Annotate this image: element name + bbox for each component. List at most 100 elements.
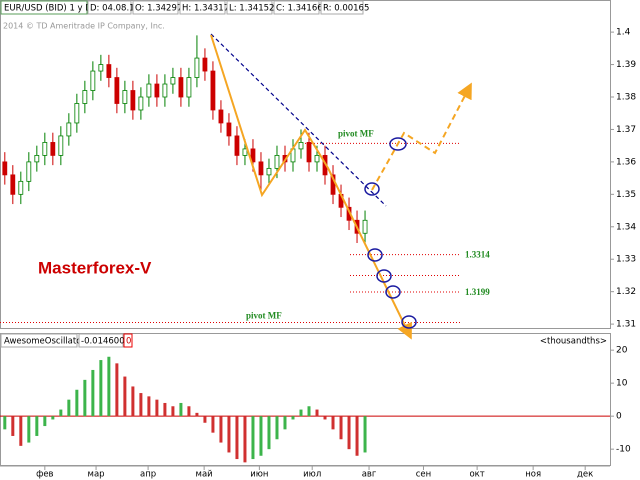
candle-body xyxy=(98,64,104,72)
osc-bar xyxy=(19,416,23,446)
x-tick-label: дек xyxy=(577,470,593,480)
candle-body xyxy=(306,142,312,163)
osc-bar xyxy=(251,416,255,460)
osc-unit: <thousandths> xyxy=(540,337,607,347)
level-label: 1.3314 xyxy=(465,250,490,260)
header-field: L: 1.34152 xyxy=(229,4,274,14)
y-tick-label: 1.32 xyxy=(616,287,636,297)
y-tick-label: 1.31 xyxy=(616,320,636,330)
candle-body xyxy=(58,135,64,156)
osc-bar xyxy=(211,416,215,433)
symbol: EUR/USD (BID) 1 y D xyxy=(4,4,92,14)
osc-bar xyxy=(11,416,15,436)
osc-bar xyxy=(91,369,95,417)
wave-line xyxy=(210,34,412,340)
osc-bar xyxy=(59,409,63,417)
osc-bar xyxy=(131,386,135,417)
osc-bar xyxy=(219,416,223,443)
osc-bar xyxy=(51,416,55,420)
osc-bar xyxy=(155,399,159,417)
y-tick-label: 1.37 xyxy=(616,125,636,135)
header-cell xyxy=(132,0,179,15)
osc-bar xyxy=(107,356,111,417)
circle xyxy=(389,137,407,151)
candle-body xyxy=(186,77,192,98)
candle-body xyxy=(18,180,24,195)
osc-bar xyxy=(315,409,319,417)
header-cell xyxy=(273,0,320,15)
candle-body xyxy=(362,219,368,234)
header-cell xyxy=(87,0,132,15)
osc-bar xyxy=(3,416,7,430)
candle-body xyxy=(210,70,216,111)
candle-body xyxy=(34,155,40,163)
osc-bar xyxy=(299,409,303,417)
osc-value-box xyxy=(78,333,124,348)
level-label: 1.3199 xyxy=(465,287,490,297)
osc-bar xyxy=(323,416,327,420)
candle-body xyxy=(42,142,48,156)
x-tick-label: окт xyxy=(469,470,484,480)
osc-bar xyxy=(123,376,127,417)
candle-body xyxy=(202,57,208,72)
circle xyxy=(401,315,417,329)
candle-body xyxy=(218,109,224,124)
y-tick-label: 1.38 xyxy=(616,93,636,103)
x-tick-label: ноя xyxy=(525,470,541,480)
candle-body xyxy=(170,77,176,85)
candle-body xyxy=(154,83,160,98)
candle-body xyxy=(66,122,72,137)
circle xyxy=(367,248,383,262)
osc-bar xyxy=(179,402,183,417)
osc-bar xyxy=(355,416,359,456)
osc-bar xyxy=(339,416,343,440)
candle-body xyxy=(74,103,80,124)
header-cell xyxy=(179,0,226,15)
header-field: H: 1.34317 xyxy=(182,4,229,14)
x-tick-label: мар xyxy=(88,470,105,480)
osc-bar xyxy=(347,416,351,450)
candle-body xyxy=(162,83,168,98)
osc-bar xyxy=(331,416,335,430)
y-tick-label: 10 xyxy=(616,379,628,389)
osc-bar xyxy=(275,416,279,440)
candle-body xyxy=(234,135,240,156)
osc-bar xyxy=(115,363,119,417)
candle-body xyxy=(2,161,8,176)
x-tick-label: май xyxy=(196,470,213,480)
y-tick-label: 1.4 xyxy=(616,28,631,38)
candle-body xyxy=(298,142,304,150)
candle-body xyxy=(226,122,232,137)
osc-bar xyxy=(267,416,271,450)
x-tick-label: июл xyxy=(303,470,321,480)
osc-bar xyxy=(83,379,87,417)
candle-body xyxy=(106,64,112,78)
candle-body xyxy=(138,96,144,111)
x-tick-label: июн xyxy=(250,470,268,480)
osc-bar xyxy=(43,416,47,427)
osc-bar xyxy=(171,406,175,417)
y-tick-label: 1.34 xyxy=(616,222,636,232)
osc-bar xyxy=(139,393,143,417)
candle-body xyxy=(194,57,200,78)
osc-bar xyxy=(147,396,151,417)
candle-body xyxy=(146,83,152,98)
osc-bar xyxy=(75,389,79,417)
osc-bar xyxy=(67,399,71,417)
osc-bar xyxy=(259,416,263,456)
osc-bar xyxy=(195,412,199,417)
candle-body xyxy=(114,77,120,104)
candle-body xyxy=(10,174,16,195)
osc-value: -0.0146006 xyxy=(81,337,130,347)
level-label: pivot MF xyxy=(246,311,282,321)
x-tick-label: сен xyxy=(416,470,431,480)
header-field: R: 0.00165 xyxy=(323,4,369,14)
osc-title-box xyxy=(0,333,78,348)
y-tick-label: 1.35 xyxy=(616,190,636,200)
osc-signal-box xyxy=(123,333,133,348)
osc-bar xyxy=(291,416,295,420)
osc-bar xyxy=(203,416,207,423)
header-cell xyxy=(0,0,88,15)
